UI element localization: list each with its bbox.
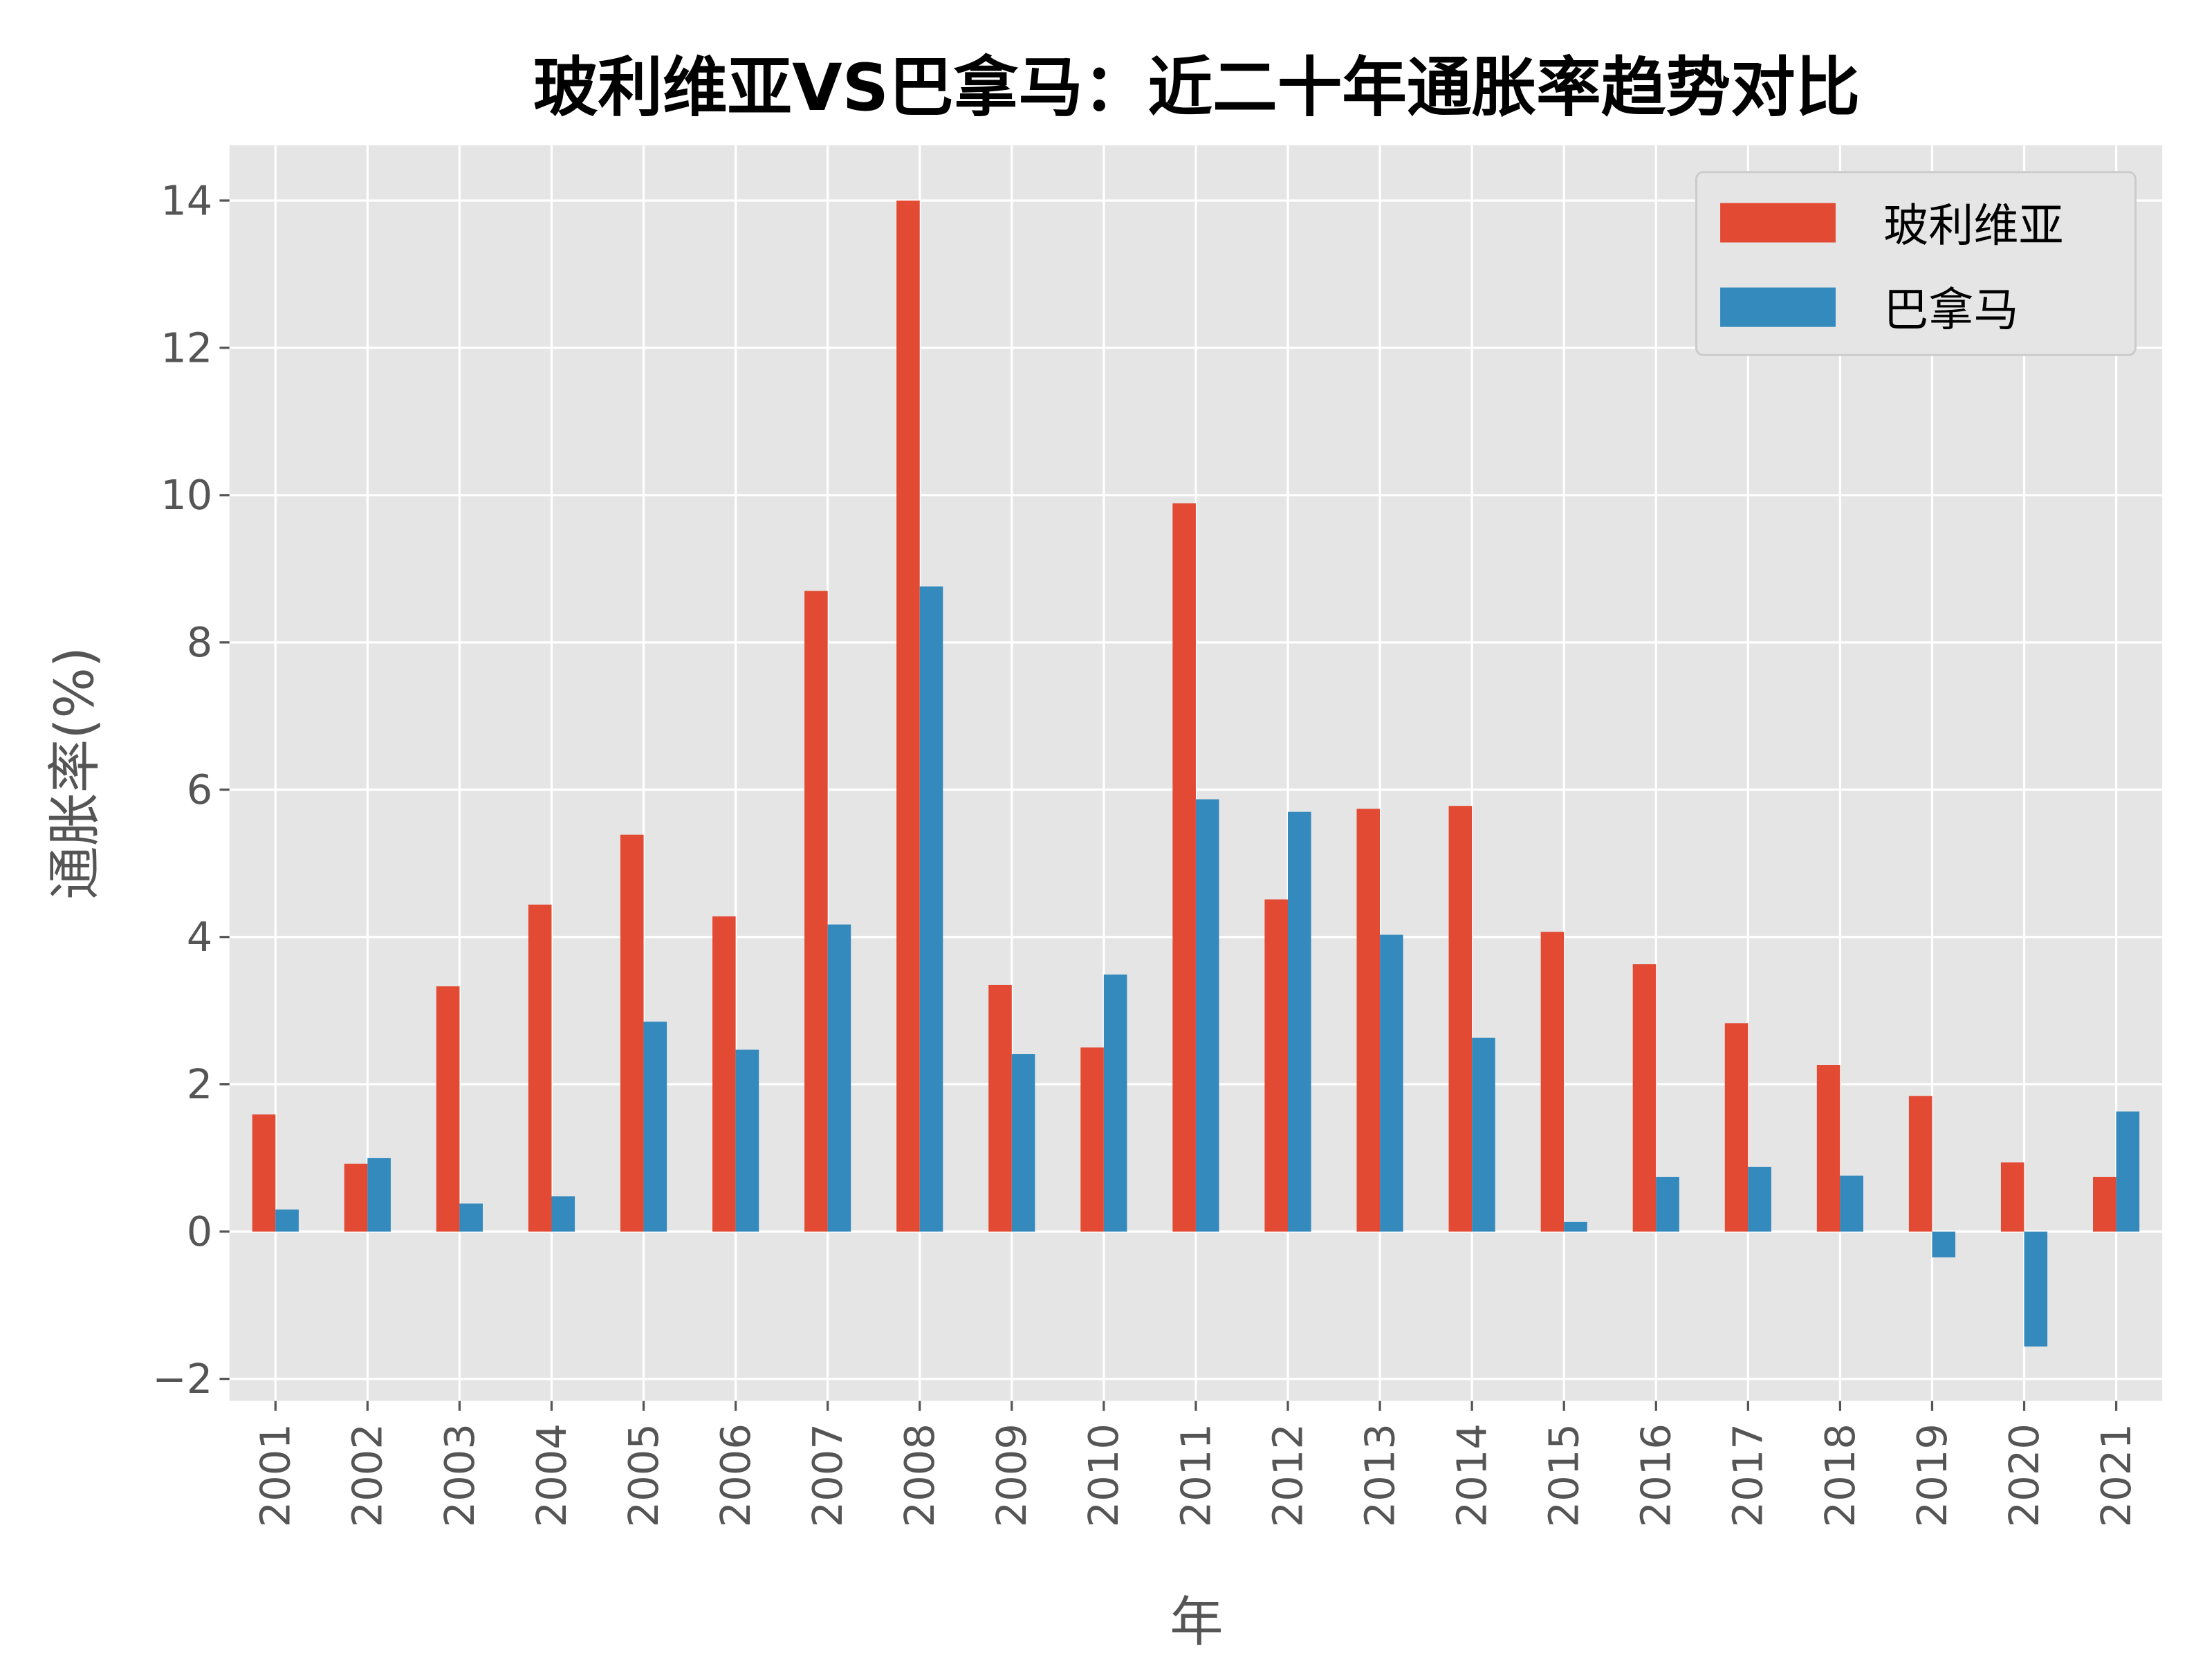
bar-bolivia-2005: [620, 834, 644, 1232]
bar-bolivia-2013: [1356, 809, 1381, 1232]
bar-panama-2001: [275, 1209, 299, 1232]
bar-panama-2007: [827, 924, 851, 1232]
bar-panama-2009: [1011, 1054, 1035, 1232]
y-tick-label: 10: [160, 471, 212, 519]
chart-title: 玻利维亚VS巴拿马：近二十年通胀率趋势对比: [533, 50, 1860, 126]
bar-bolivia-2001: [252, 1114, 276, 1232]
bar-bolivia-2014: [1448, 806, 1473, 1232]
y-axis: −2 0 2 4 6 8 10 12 14: [152, 176, 230, 1403]
x-tick-label: 2014: [1448, 1423, 1496, 1527]
x-tick-label: 2010: [1080, 1423, 1127, 1527]
x-tick-label: 2002: [344, 1423, 391, 1527]
bar-bolivia-2007: [804, 591, 828, 1232]
x-tick-label: 2003: [436, 1423, 483, 1527]
bar-panama-2002: [367, 1158, 391, 1232]
bar-bolivia-2015: [1540, 932, 1565, 1232]
x-tick-label: 2016: [1632, 1423, 1680, 1527]
bar-bolivia-2006: [712, 916, 736, 1232]
bar-bolivia-2021: [2093, 1176, 2116, 1232]
x-axis: 2001 2002 2003 2004 2005 2006 2007 2008 2009 2010…: [252, 1401, 2140, 1527]
y-tick-label: −2: [152, 1355, 212, 1403]
y-tick-label: 8: [187, 618, 213, 666]
bar-panama-2014: [1472, 1037, 1495, 1232]
bar-panama-2005: [643, 1022, 667, 1232]
x-tick-label: 2020: [2000, 1423, 2048, 1527]
bar-panama-2008: [919, 586, 943, 1232]
bar-bolivia-2008: [896, 200, 920, 1232]
x-tick-label: 2021: [2092, 1423, 2140, 1527]
bar-bolivia-2019: [1908, 1096, 1932, 1232]
bar-bolivia-2002: [344, 1163, 368, 1232]
bar-panama-2006: [735, 1049, 759, 1232]
legend-swatch-panama: [1720, 287, 1836, 327]
bars: [252, 200, 2140, 1347]
bar-panama-2010: [1103, 975, 1127, 1232]
x-tick-label: 2015: [1540, 1423, 1588, 1527]
bar-panama-2013: [1380, 934, 1403, 1232]
y-tick-label: 6: [187, 766, 213, 813]
x-tick-label: 2008: [896, 1423, 943, 1527]
bar-panama-2016: [1656, 1176, 1679, 1232]
y-axis-label: 通胀率(%): [44, 647, 106, 900]
legend: 玻利维亚 巴拿马: [1695, 171, 2137, 356]
legend-label-bolivia: 玻利维亚: [1883, 200, 2063, 252]
x-tick-label: 2017: [1724, 1423, 1772, 1527]
bar-bolivia-2018: [1816, 1065, 1840, 1232]
legend-swatch-bolivia: [1720, 203, 1836, 243]
x-tick-label: 2006: [712, 1423, 759, 1527]
bar-panama-2004: [551, 1196, 575, 1232]
bar-bolivia-2017: [1724, 1023, 1749, 1232]
bar-bolivia-2020: [2000, 1162, 2024, 1232]
bar-bolivia-2011: [1172, 503, 1196, 1232]
legend-label-panama: 巴拿马: [1883, 285, 2018, 337]
x-tick-label: 2019: [1908, 1423, 1956, 1527]
bar-panama-2019: [1932, 1231, 1956, 1257]
bar-bolivia-2009: [988, 984, 1012, 1232]
y-tick-label: 2: [187, 1060, 213, 1108]
y-tick-label: 12: [160, 324, 212, 371]
x-tick-label: 2011: [1172, 1423, 1219, 1527]
bar-bolivia-2010: [1080, 1047, 1104, 1232]
bar-panama-2015: [1564, 1221, 1587, 1232]
bar-panama-2003: [459, 1203, 483, 1232]
bar-bolivia-2003: [436, 986, 460, 1232]
bar-bolivia-2016: [1632, 964, 1657, 1232]
x-tick-label: 2004: [528, 1423, 575, 1527]
x-tick-label: 2005: [620, 1423, 667, 1527]
bar-panama-2017: [1748, 1166, 1771, 1232]
bar-bolivia-2012: [1264, 899, 1289, 1232]
bar-panama-2021: [2116, 1111, 2140, 1232]
x-tick-label: 2009: [988, 1423, 1035, 1527]
bar-panama-2020: [2024, 1231, 2048, 1347]
x-tick-label: 2018: [1816, 1423, 1864, 1527]
x-axis-label: 年: [1170, 1591, 1223, 1654]
x-tick-label: 2012: [1264, 1423, 1311, 1527]
y-tick-label: 14: [160, 176, 212, 224]
bar-panama-2018: [1840, 1175, 1864, 1232]
x-tick-label: 2013: [1356, 1423, 1403, 1527]
x-tick-label: 2007: [804, 1423, 851, 1527]
bar-panama-2012: [1288, 811, 1311, 1232]
y-tick-label: 4: [187, 913, 213, 961]
bar-panama-2011: [1195, 799, 1219, 1232]
x-tick-label: 2001: [252, 1423, 299, 1527]
y-tick-label: 0: [187, 1208, 213, 1255]
bar-bolivia-2004: [528, 904, 552, 1232]
